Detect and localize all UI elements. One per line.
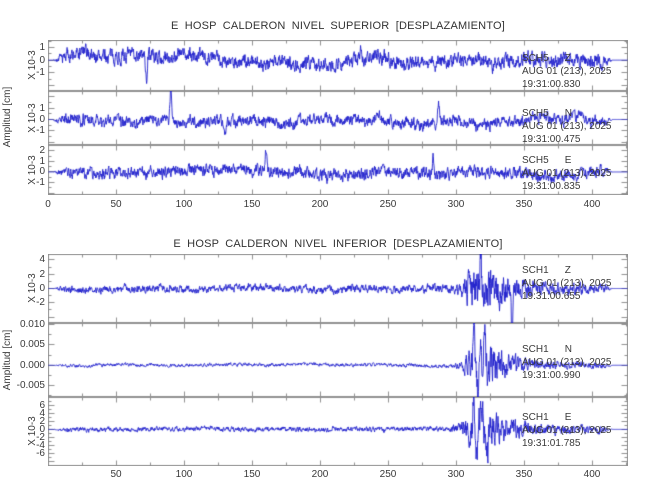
trace-label-sch5-n: SCH5 N AUG 01 (213), 2025 19:31:00.475	[522, 107, 612, 146]
station-code: SCH5	[522, 155, 549, 166]
trace-date: AUG 01 (213), 2025	[522, 66, 612, 77]
trace-date: AUG 01 (213), 2025	[522, 121, 612, 132]
y-tick-label: 4	[39, 254, 45, 265]
y-tick-label: -4	[36, 440, 45, 451]
waveform-canvas-sch1-n	[48, 323, 628, 397]
x-tick-label: 350	[515, 469, 533, 480]
y-tick-label: 2	[39, 269, 45, 280]
trace-date: AUG 01 (213), 2025	[522, 168, 612, 179]
y-tick-label: 1	[39, 156, 45, 167]
chart-title-superior: E HOSP CALDERON NIVEL SUPERIOR [DESPLAZA…	[170, 20, 506, 32]
x-tick-label: 300	[447, 199, 465, 210]
y-tick-label: 0.005	[19, 339, 45, 350]
y-tick-label: 0	[39, 283, 45, 294]
y-tick-label: -6	[36, 448, 45, 459]
station-code: SCH1	[522, 265, 549, 276]
x-tick-label: 250	[379, 469, 397, 480]
x-tick-label: 50	[110, 469, 122, 480]
y-tick-label: -0.005	[16, 380, 45, 391]
component-code: E	[564, 412, 572, 423]
trace-time: 19:31:00.835	[522, 181, 581, 192]
component-code: N	[564, 344, 572, 355]
station-code: SCH5	[522, 108, 549, 119]
station-code: SCH5	[522, 53, 549, 64]
x-tick-label: 300	[447, 469, 465, 480]
component-code: Z	[564, 53, 571, 64]
trace-time: 19:31:00.830	[522, 79, 581, 90]
x-tick-label: 100	[175, 469, 193, 480]
y-tick-label: 0	[39, 166, 45, 177]
trace-date: AUG 01 (213), 2025	[522, 357, 612, 368]
y-tick-label: 2	[39, 145, 45, 156]
x-tick-label: 50	[110, 199, 122, 210]
x-tick-label: 0	[45, 199, 51, 210]
trace-label-sch5-e: SCH5 E AUG 01 (213), 2025 19:31:00.835	[522, 154, 612, 193]
component-code: N	[564, 108, 572, 119]
x-tick-label: 350	[515, 199, 533, 210]
component-code: Z	[564, 265, 571, 276]
x-tick-label: 200	[311, 469, 329, 480]
x-tick-label: 200	[311, 199, 329, 210]
y-tick-label: 1	[39, 42, 45, 53]
y-tick-label: 6	[39, 400, 45, 411]
y-tick-label: 1	[39, 103, 45, 114]
chart-title-inferior: E HOSP CALDERON NIVEL INFERIOR [DESPLAZA…	[173, 238, 503, 250]
trace-time: 19:31:00.655	[522, 291, 581, 302]
x-tick-label: 400	[583, 199, 601, 210]
y-tick-label: -1	[36, 125, 45, 136]
trace-date: AUG 01 (213), 2025	[522, 425, 612, 436]
x-tick-label: 250	[379, 199, 397, 210]
waveform-canvas-sch1-e	[48, 397, 628, 466]
x-tick-label: 150	[243, 469, 261, 480]
y-tick-label: -2	[36, 432, 45, 443]
station-code: SCH1	[522, 412, 549, 423]
component-code: E	[564, 155, 572, 166]
y-tick-label: -2	[36, 297, 45, 308]
trace-label-sch1-n: SCH1 N AUG 01 (213), 2025 19:31:00.990	[522, 343, 612, 382]
station-code: SCH1	[522, 344, 549, 355]
y-tick-label: 4	[39, 408, 45, 419]
x-tick-label: 150	[243, 199, 261, 210]
x-tick-label: 100	[175, 199, 193, 210]
trace-time: 19:31:01.785	[522, 438, 581, 449]
trace-time: 19:31:00.990	[522, 370, 581, 381]
y-tick-label: 0.010	[19, 319, 45, 330]
y-tick-label: 0	[39, 114, 45, 125]
trace-label-sch1-z: SCH1 Z AUG 01 (213), 2025 19:31:00.655	[522, 264, 612, 303]
x-tick-label: 400	[583, 469, 601, 480]
y-tick-label: -1	[36, 177, 45, 188]
y-tick-label: 0	[39, 55, 45, 66]
trace-label-sch5-z: SCH5 Z AUG 01 (213), 2025 19:31:00.830	[522, 52, 612, 91]
waveform-canvas-sch1-z	[48, 254, 628, 323]
waveform-canvas-sch5-z	[48, 40, 628, 91]
y-tick-label: 0.000	[19, 360, 45, 371]
trace-date: AUG 01 (213), 2025	[522, 278, 612, 289]
waveform-canvas-sch5-n	[48, 91, 628, 145]
y-tick-label: 0	[39, 424, 45, 435]
y-tick-label: 2	[39, 416, 45, 427]
trace-time: 19:31:00.475	[522, 134, 581, 145]
waveform-canvas-sch5-e	[48, 145, 628, 195]
trace-label-sch1-e: SCH1 E AUG 01 (213), 2025 19:31:01.785	[522, 411, 612, 450]
y-tick-label: -1	[36, 67, 45, 78]
